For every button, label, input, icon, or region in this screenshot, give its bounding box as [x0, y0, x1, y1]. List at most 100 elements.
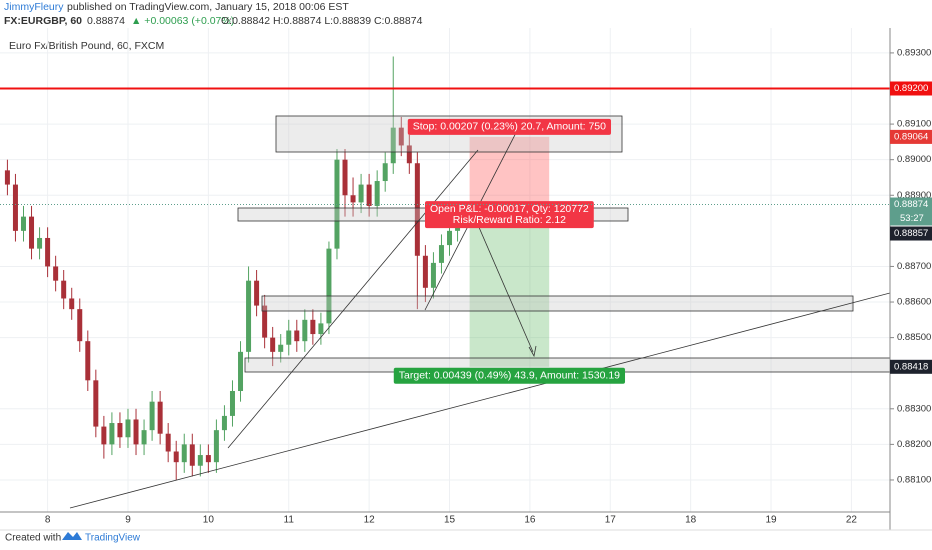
- x-tick-label: 15: [444, 515, 456, 526]
- risk-zone: [469, 136, 550, 211]
- pnl-label-text: Risk/Reward Ratio: 2.12: [453, 214, 566, 226]
- candle-body: [125, 419, 131, 438]
- candle-body: [117, 423, 123, 438]
- logo: [62, 532, 82, 540]
- candle-body: [447, 230, 453, 246]
- candle-body: [45, 237, 51, 267]
- price-marker: [890, 129, 932, 144]
- candle-body: [12, 184, 18, 231]
- candle-body: [101, 426, 107, 445]
- x-tick-label: 18: [685, 515, 697, 526]
- trend-line: [227, 149, 479, 449]
- candle-body: [181, 444, 187, 463]
- pnl-label-text: Open P&L: -0.00017, Qty: 120772: [430, 203, 589, 215]
- stop-label-bg: [407, 118, 612, 135]
- candle-body: [133, 419, 139, 445]
- price-marker: [890, 197, 932, 226]
- x-tick-label: 12: [364, 515, 376, 526]
- candle-body: [53, 266, 59, 281]
- candle-body: [358, 184, 364, 203]
- price-marker: [890, 359, 932, 374]
- target-label-text: Target: 0.00439 (0.49%) 43.9, Amount: 15…: [399, 370, 620, 382]
- candle-body: [326, 248, 332, 324]
- candle-body: [77, 309, 83, 342]
- arrow: [477, 224, 534, 353]
- candle-body: [318, 323, 324, 335]
- x-tick-label: 17: [605, 515, 617, 526]
- candle-body: [342, 159, 348, 196]
- candle-body: [173, 451, 179, 463]
- candle-body: [157, 401, 163, 434]
- candle-body: [4, 170, 10, 185]
- candle-body: [61, 280, 67, 299]
- candle-body: [20, 216, 26, 231]
- ohlc: O:0.88842 H:0.88874 L:0.88839 C:0.88874: [221, 15, 423, 27]
- target-label-bg: [393, 367, 626, 384]
- y-tick-label: 0.88200: [897, 439, 931, 450]
- y-tick-label: 0.88600: [897, 297, 931, 308]
- price-marker: [890, 226, 932, 241]
- stop-label-text: Stop: 0.00207 (0.23%) 20.7, Amount: 750: [413, 121, 606, 133]
- price-marker-label: 0.89064: [894, 131, 928, 142]
- countdown: 53:27: [900, 213, 924, 224]
- candle-body: [398, 127, 404, 146]
- x-tick-label: 16: [524, 515, 536, 526]
- pnl-label: Open P&L: -0.00017, Qty: 120772Risk/Rewa…: [425, 201, 594, 229]
- trend-line: [69, 292, 891, 509]
- candle-body: [286, 330, 292, 345]
- candle-body: [310, 319, 316, 335]
- candle-body: [85, 341, 91, 381]
- y-tick-label: 0.89100: [897, 119, 931, 130]
- y-tick-label: 0.88300: [897, 403, 931, 414]
- x-tick-label: 11: [284, 515, 295, 526]
- x-tick-label: 10: [203, 515, 215, 526]
- x-tick-label: 9: [125, 515, 131, 526]
- candle-body: [109, 423, 115, 445]
- zone-box: [261, 295, 854, 312]
- price-marker: [890, 81, 932, 96]
- candle-body: [254, 280, 260, 306]
- price-marker-label: 0.88857: [894, 228, 928, 239]
- candle-body: [262, 305, 268, 338]
- candle-body: [238, 351, 244, 391]
- candle-body: [390, 127, 396, 164]
- candle-body: [213, 430, 219, 463]
- candle-body: [93, 380, 99, 427]
- candle-body: [406, 145, 412, 164]
- y-tick-label: 0.88500: [897, 332, 931, 343]
- candle-body: [294, 330, 300, 342]
- candle-body: [197, 455, 203, 466]
- candle-body: [246, 280, 252, 352]
- candle-body: [430, 262, 436, 288]
- published: published on TradingView.com, January 15…: [67, 1, 349, 13]
- candle-body: [221, 415, 227, 431]
- change: ▲ +0.00063 (+0.07%): [131, 15, 234, 27]
- footer-brand[interactable]: TradingView: [85, 533, 141, 544]
- candle-body: [422, 255, 428, 288]
- target-label: Target: 0.00439 (0.49%) 43.9, Amount: 15…: [393, 367, 626, 384]
- candle-body: [374, 181, 380, 206]
- author[interactable]: JimmyFleury: [4, 1, 64, 13]
- candle-body: [278, 344, 284, 352]
- candle-body: [69, 298, 75, 310]
- candle-body: [29, 216, 35, 249]
- candle-body: [414, 163, 420, 256]
- candle-body: [229, 391, 235, 416]
- y-tick-label: 0.89300: [897, 47, 931, 58]
- candle-body: [382, 163, 388, 182]
- candle-body: [165, 433, 171, 452]
- price-marker-label: 0.88874: [894, 199, 928, 210]
- pnl-label-bg: [425, 201, 594, 229]
- y-tick-label: 0.88900: [897, 190, 931, 201]
- candle-body: [141, 430, 147, 445]
- x-tick-label: 22: [846, 515, 858, 526]
- arrow-head: [528, 345, 537, 358]
- candle-body: [205, 455, 211, 463]
- chart-title: Euro Fx/British Pound, 60, FXCM: [9, 40, 164, 52]
- candle-body: [366, 184, 372, 206]
- price-marker-label: 0.88418: [894, 361, 928, 372]
- footer-text: Created with: [5, 533, 61, 544]
- candle-body: [149, 401, 155, 431]
